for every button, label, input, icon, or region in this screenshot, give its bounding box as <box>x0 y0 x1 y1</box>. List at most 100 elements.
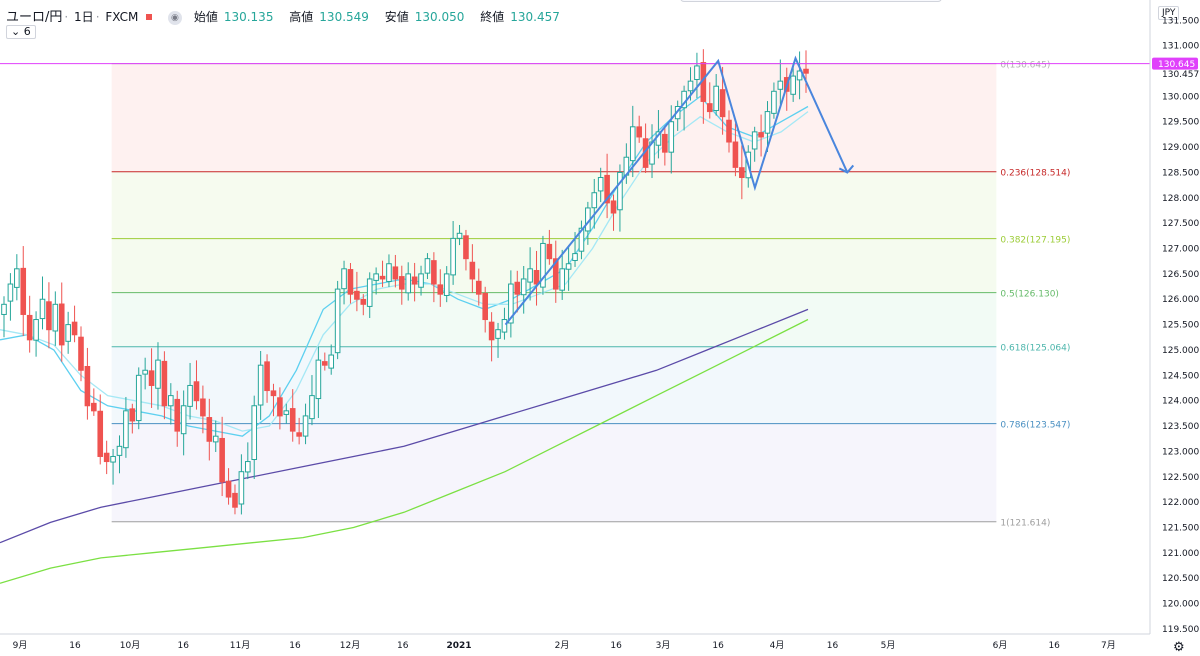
candle-body <box>469 261 476 280</box>
eye-icon[interactable]: ◉ <box>167 10 182 25</box>
candle <box>116 435 123 474</box>
candle <box>347 263 354 304</box>
fib-level-label: 0.5(126.130) <box>1000 290 1059 300</box>
price-tick-label: 119.500 <box>1162 625 1199 635</box>
candle-body <box>123 410 129 449</box>
candle <box>103 440 110 475</box>
fib-zone <box>111 423 997 522</box>
price-tick-label: 126.500 <box>1162 270 1199 280</box>
candle <box>148 348 155 408</box>
candle <box>398 265 405 305</box>
candle-body <box>103 452 110 463</box>
candle <box>135 367 142 430</box>
candle <box>91 388 97 416</box>
price-tick-label: 131.000 <box>1162 42 1199 52</box>
candle <box>97 394 104 465</box>
candle-body <box>341 268 347 290</box>
candle <box>14 254 20 301</box>
candle-body <box>135 374 142 422</box>
candle <box>129 403 136 434</box>
candle <box>283 403 290 424</box>
candle-body <box>751 131 758 150</box>
time-tick-label: 9月 <box>13 640 28 651</box>
candle <box>270 383 277 417</box>
candle-body <box>694 65 700 81</box>
candle-body <box>65 324 71 342</box>
fib-group: 0(130.645) 0.236(128.514) 0.382(127.195) 0.… <box>111 61 1070 529</box>
candle-body <box>161 360 168 407</box>
interval-label[interactable]: 1日 <box>74 10 94 24</box>
gear-icon[interactable]: ⚙ <box>1173 640 1185 655</box>
candle <box>443 266 450 303</box>
candle <box>578 220 585 260</box>
candle <box>219 416 225 497</box>
candle-body <box>309 395 315 420</box>
candle-body <box>322 361 328 366</box>
candle-body <box>58 303 65 346</box>
symbol-name[interactable]: ユーロ/円 <box>6 10 63 25</box>
price-tick-label: 128.500 <box>1162 168 1199 178</box>
candle-body <box>508 283 514 324</box>
candle <box>424 253 431 280</box>
fib-level-label: 1(121.614) <box>1000 519 1050 529</box>
candle <box>450 221 456 285</box>
indicator-toggle-button[interactable]: ⌄ 6 <box>6 25 36 39</box>
close-label: 終値 <box>480 10 505 24</box>
time-tick-label: 5月 <box>881 640 896 651</box>
candle <box>732 123 739 177</box>
candle <box>84 347 91 420</box>
candle <box>597 167 604 203</box>
candle-body <box>565 263 572 270</box>
candle-body <box>540 242 546 288</box>
time-tick-label: 2021 <box>446 641 471 651</box>
candle <box>65 311 71 354</box>
candle <box>379 260 386 288</box>
candle <box>110 448 116 485</box>
candle-body <box>245 461 251 473</box>
candle <box>610 194 617 231</box>
candle-body <box>617 171 623 211</box>
price-tick-label: 124.500 <box>1162 371 1199 381</box>
candle-body <box>257 364 264 406</box>
time-tick-label: 16 <box>397 641 409 651</box>
candle-body <box>97 410 104 457</box>
time-tick-label: 16 <box>1048 641 1060 651</box>
candle-body <box>572 253 578 261</box>
candle <box>123 396 129 458</box>
candle-body <box>771 90 777 114</box>
candle <box>386 254 392 288</box>
candle-body <box>1 303 7 315</box>
candle <box>514 270 521 313</box>
broker-label: FXCM <box>105 10 139 24</box>
candle-body <box>495 329 501 339</box>
candle <box>251 395 258 479</box>
candle-body <box>392 266 399 280</box>
candle <box>142 357 148 390</box>
price-tick-label: 128.000 <box>1162 194 1199 204</box>
candle <box>617 164 623 232</box>
fib-level-label: 0.382(127.195) <box>1000 236 1070 246</box>
candle <box>302 403 309 445</box>
candle <box>58 282 65 362</box>
candle <box>328 344 335 375</box>
candle-body <box>168 395 174 407</box>
candle-body <box>328 354 335 369</box>
time-tick-label: 16 <box>610 641 622 651</box>
candle-body <box>777 80 784 90</box>
candle-body <box>84 365 91 407</box>
candle <box>713 74 719 116</box>
candle-body <box>91 402 97 412</box>
arrow-head <box>838 164 855 174</box>
candle-body <box>527 268 533 283</box>
candle <box>257 350 264 420</box>
candle-body <box>668 121 675 153</box>
current-price-badge <box>1152 57 1198 70</box>
candle <box>52 291 59 346</box>
candle <box>1 296 7 338</box>
fib-level-label: 0.618(125.064) <box>1000 344 1070 354</box>
candle <box>366 272 373 319</box>
candle-body <box>687 80 694 92</box>
candle <box>392 254 399 288</box>
candle <box>475 268 482 306</box>
